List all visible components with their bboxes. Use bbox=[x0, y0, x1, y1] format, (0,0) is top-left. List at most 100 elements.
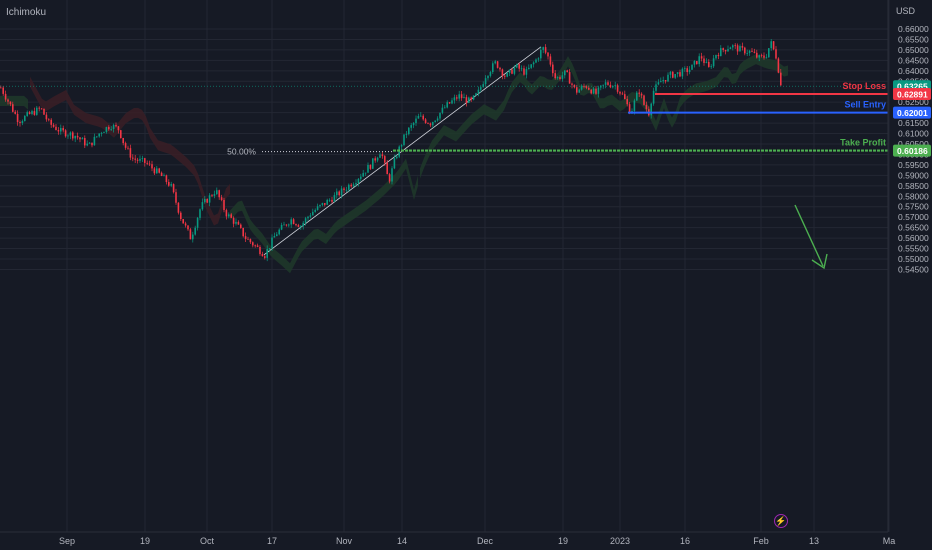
candle[interactable] bbox=[21, 119, 24, 126]
candle[interactable] bbox=[141, 155, 144, 162]
candle[interactable] bbox=[684, 66, 686, 72]
candle[interactable] bbox=[561, 71, 564, 82]
candle[interactable] bbox=[165, 174, 168, 185]
price-axis[interactable]: 0.660000.655000.650000.645000.640000.635… bbox=[887, 0, 931, 532]
candle[interactable] bbox=[230, 212, 232, 219]
candle[interactable] bbox=[144, 157, 146, 167]
candle[interactable] bbox=[624, 90, 626, 100]
candle[interactable] bbox=[590, 88, 592, 95]
candle[interactable] bbox=[544, 44, 547, 55]
candle[interactable] bbox=[662, 76, 664, 84]
candle[interactable] bbox=[477, 86, 480, 97]
candle[interactable] bbox=[463, 93, 465, 99]
candle[interactable] bbox=[348, 183, 350, 193]
candle[interactable] bbox=[672, 71, 674, 79]
candle[interactable] bbox=[602, 84, 604, 89]
candle[interactable] bbox=[640, 92, 643, 99]
candle[interactable] bbox=[72, 131, 74, 141]
candle[interactable] bbox=[645, 101, 648, 112]
candle[interactable] bbox=[309, 212, 312, 219]
candle[interactable] bbox=[532, 61, 535, 68]
candle[interactable] bbox=[26, 110, 28, 117]
candle[interactable] bbox=[660, 77, 662, 83]
candle[interactable] bbox=[496, 60, 499, 69]
candle[interactable] bbox=[614, 81, 616, 90]
candle[interactable] bbox=[470, 96, 472, 103]
level-stop-loss[interactable]: Stop Loss bbox=[655, 81, 888, 96]
candle[interactable] bbox=[168, 179, 170, 187]
candle[interactable] bbox=[302, 220, 304, 230]
candle[interactable] bbox=[69, 131, 72, 140]
candle[interactable] bbox=[316, 203, 319, 211]
candle[interactable] bbox=[43, 108, 45, 115]
candle[interactable] bbox=[300, 225, 302, 230]
candle[interactable] bbox=[235, 218, 237, 226]
candle[interactable] bbox=[14, 109, 16, 115]
candle[interactable] bbox=[619, 91, 621, 96]
candle[interactable] bbox=[206, 198, 208, 204]
candle[interactable] bbox=[777, 57, 780, 74]
candle[interactable] bbox=[192, 231, 194, 243]
candle[interactable] bbox=[324, 203, 326, 207]
candle[interactable] bbox=[297, 223, 300, 228]
candle[interactable] bbox=[288, 223, 290, 228]
candle[interactable] bbox=[108, 125, 110, 131]
candle[interactable] bbox=[172, 183, 175, 194]
candle[interactable] bbox=[321, 202, 324, 207]
target-arrow[interactable] bbox=[794, 204, 828, 270]
candle[interactable] bbox=[139, 155, 141, 163]
candle[interactable] bbox=[722, 47, 724, 53]
candle[interactable] bbox=[415, 115, 417, 126]
candle[interactable] bbox=[312, 208, 314, 216]
candle[interactable] bbox=[650, 102, 652, 119]
candle[interactable] bbox=[331, 196, 333, 204]
candle[interactable] bbox=[247, 236, 249, 240]
candle[interactable] bbox=[117, 126, 120, 134]
candle[interactable] bbox=[352, 182, 355, 188]
candle[interactable] bbox=[420, 112, 422, 117]
candle[interactable] bbox=[96, 136, 98, 138]
candle[interactable] bbox=[204, 195, 206, 204]
candle[interactable] bbox=[24, 114, 26, 122]
candle[interactable] bbox=[336, 188, 338, 199]
candle[interactable] bbox=[520, 65, 523, 72]
candle[interactable] bbox=[472, 95, 475, 101]
candle[interactable] bbox=[252, 241, 254, 248]
candle[interactable] bbox=[326, 198, 328, 205]
candle[interactable] bbox=[379, 152, 381, 158]
candle[interactable] bbox=[487, 75, 489, 81]
candle[interactable] bbox=[763, 52, 765, 60]
candles[interactable] bbox=[0, 38, 782, 262]
candle[interactable] bbox=[345, 186, 348, 193]
candle[interactable] bbox=[727, 45, 729, 52]
candle[interactable] bbox=[674, 73, 676, 80]
candle[interactable] bbox=[38, 106, 40, 112]
candle[interactable] bbox=[355, 179, 357, 187]
candle[interactable] bbox=[432, 121, 434, 128]
candle[interactable] bbox=[410, 123, 412, 131]
candle[interactable] bbox=[748, 49, 751, 56]
candle[interactable] bbox=[50, 118, 52, 128]
candle[interactable] bbox=[105, 126, 108, 134]
candle[interactable] bbox=[436, 116, 439, 122]
candle[interactable] bbox=[266, 245, 268, 262]
candle[interactable] bbox=[384, 154, 386, 166]
candle[interactable] bbox=[760, 53, 763, 58]
candle[interactable] bbox=[16, 110, 19, 126]
candle[interactable] bbox=[720, 45, 722, 57]
candle[interactable] bbox=[237, 220, 240, 225]
candle[interactable] bbox=[2, 85, 4, 96]
candle[interactable] bbox=[700, 52, 703, 62]
candle[interactable] bbox=[751, 48, 753, 53]
candle[interactable] bbox=[516, 63, 518, 69]
candle[interactable] bbox=[160, 171, 163, 177]
candle[interactable] bbox=[768, 48, 770, 58]
candle[interactable] bbox=[451, 97, 453, 105]
candle[interactable] bbox=[31, 109, 33, 116]
candle[interactable] bbox=[609, 81, 612, 89]
candle[interactable] bbox=[657, 79, 660, 86]
candle[interactable] bbox=[64, 129, 67, 138]
candle[interactable] bbox=[444, 105, 446, 109]
time-axis[interactable]: Sep 19 Oct 17 Nov 14 Dec 19 2023 16 Feb 13 Ma bbox=[0, 531, 895, 546]
candle[interactable] bbox=[208, 193, 211, 207]
